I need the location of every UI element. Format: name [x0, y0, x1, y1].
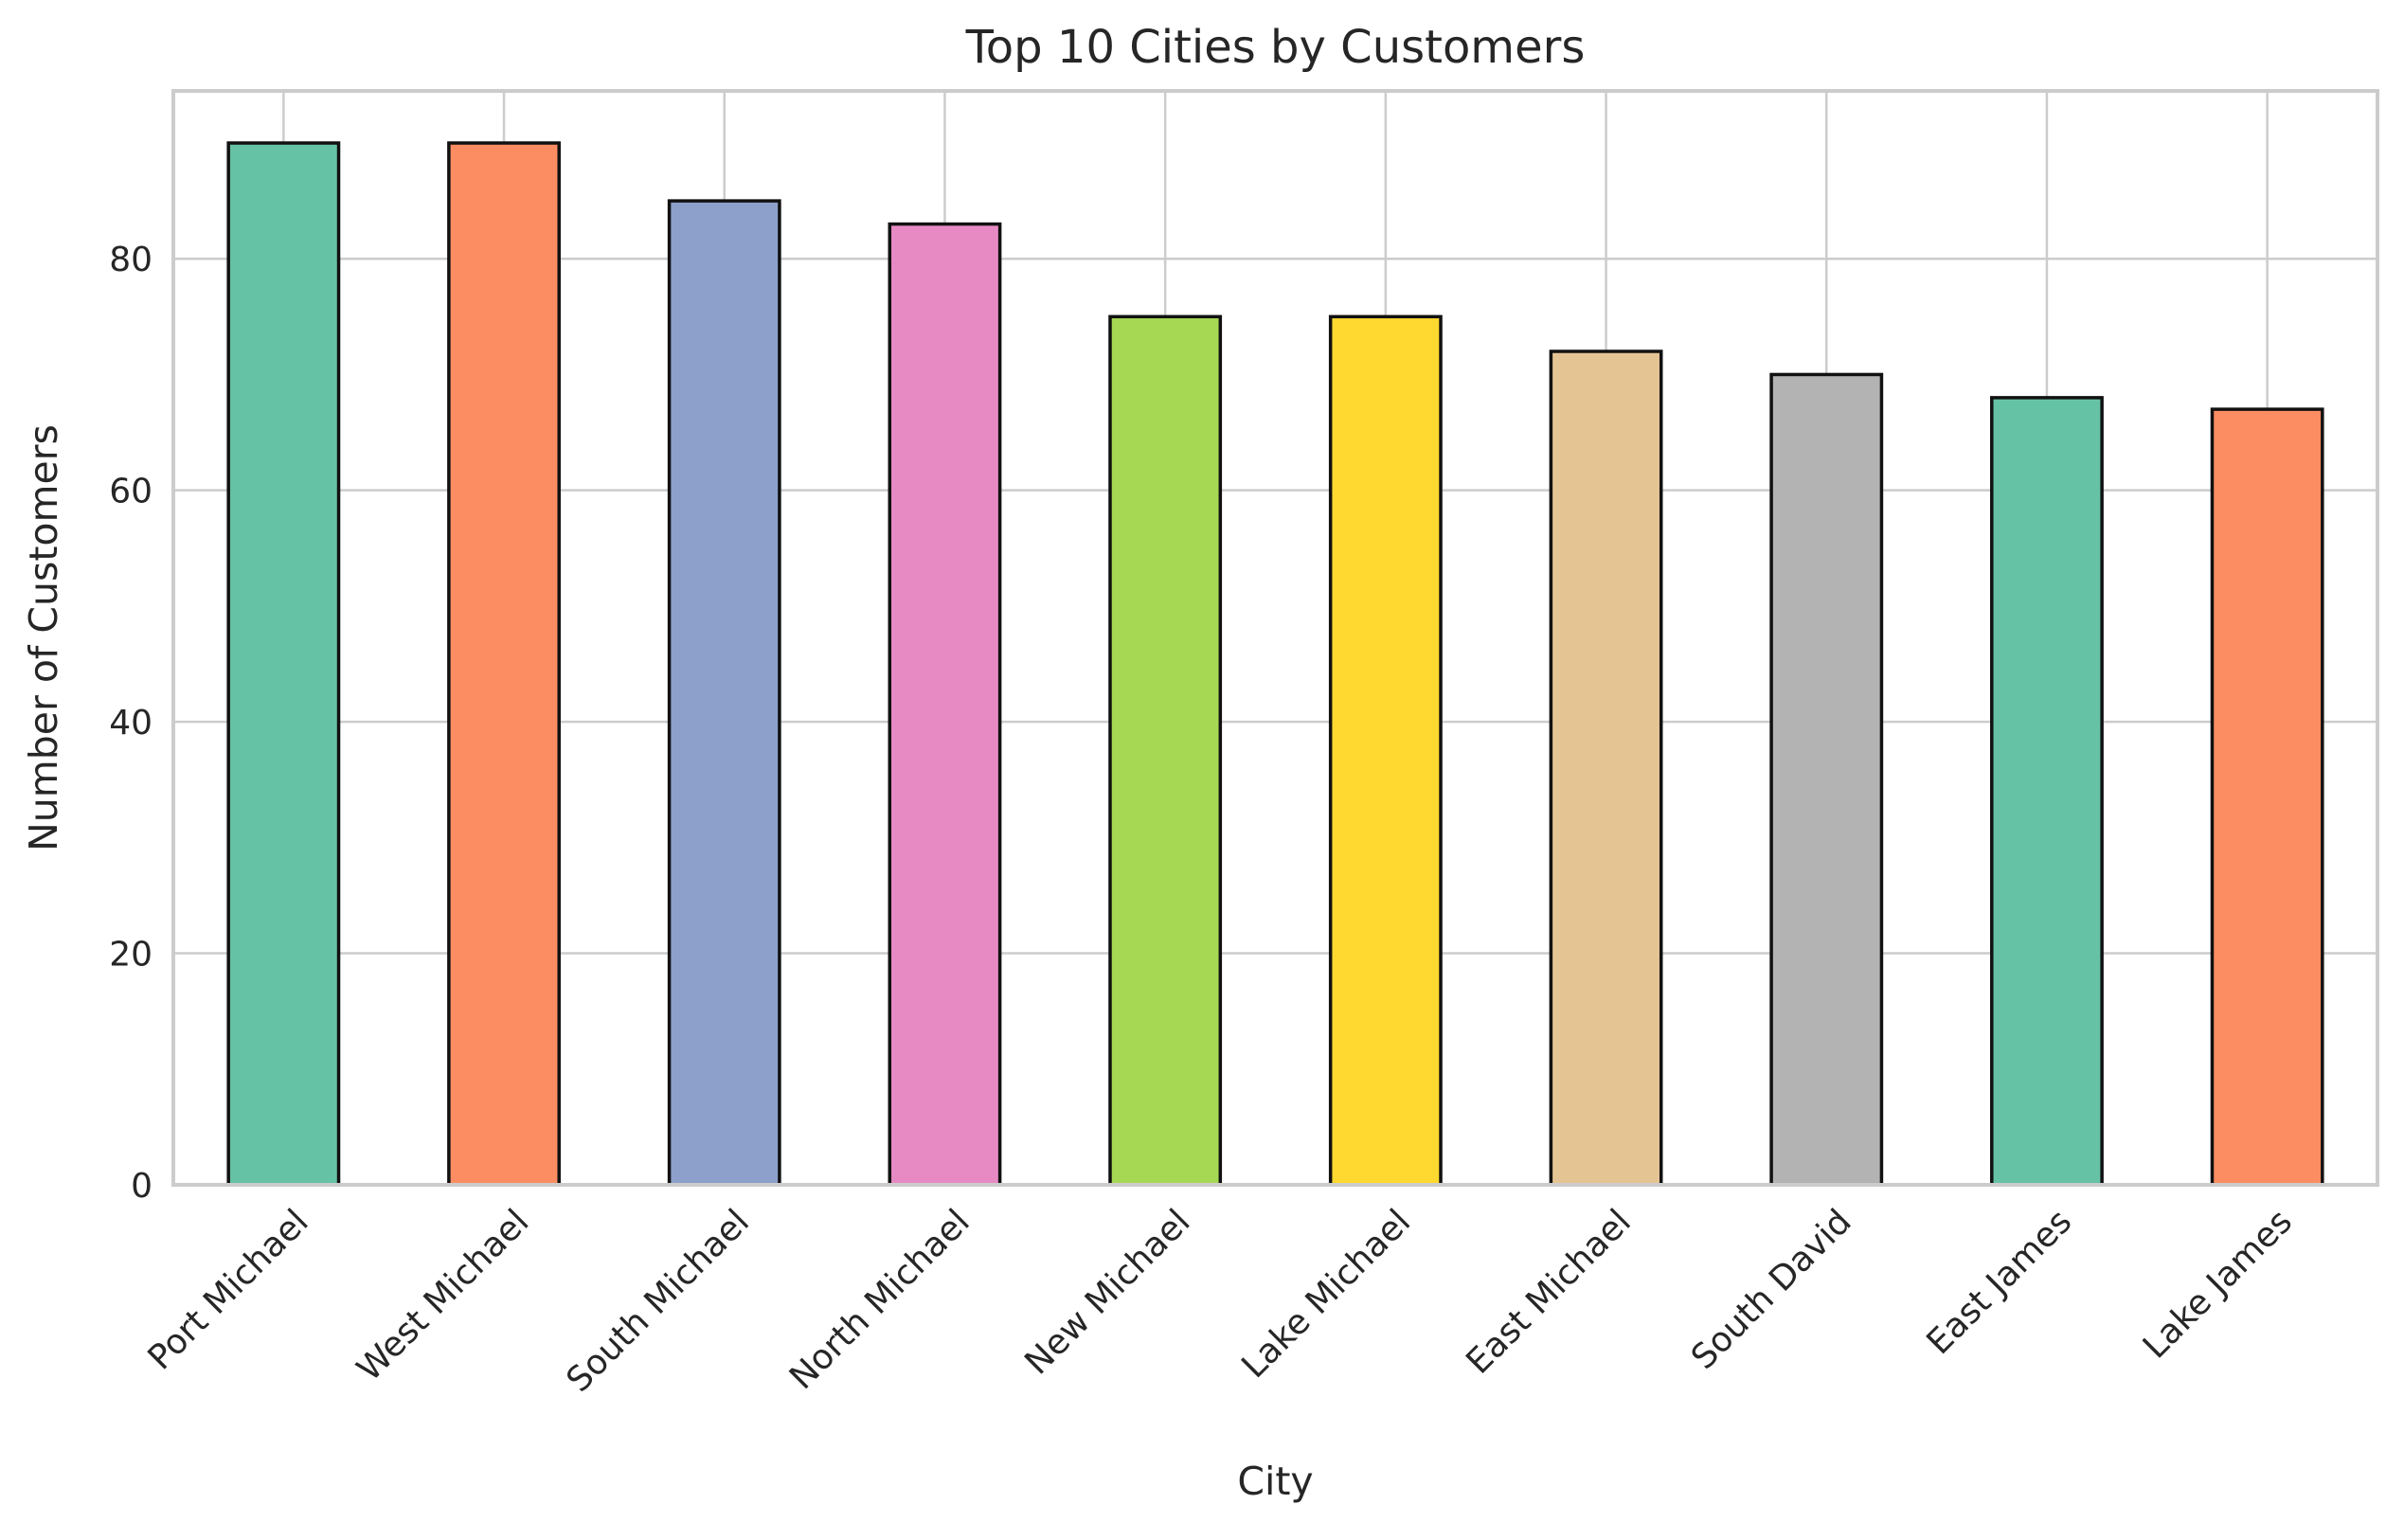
y-tick-label: 0: [131, 1167, 152, 1206]
y-tick-labels: 0 20 40 60 80: [109, 241, 152, 1206]
bar: [1990, 396, 2104, 1187]
x-tick-label: West Michael: [350, 1202, 536, 1388]
plot-frame: [171, 89, 2379, 1187]
y-axis-label: Number of Customers: [21, 424, 66, 851]
bar: [1108, 314, 1223, 1187]
y-tick-label: 60: [109, 473, 152, 511]
x-tick-label: Lake James: [2136, 1202, 2300, 1366]
x-tick-label: South Michael: [560, 1202, 758, 1400]
bar: [1328, 314, 1443, 1187]
x-tick-label: North Michael: [782, 1202, 978, 1397]
x-tick-label: East James: [1919, 1202, 2079, 1362]
bar: [1769, 372, 1884, 1187]
bar: [888, 222, 1002, 1187]
x-tick-label: East Michael: [1459, 1202, 1639, 1382]
bars: [226, 141, 2324, 1187]
bar: [1549, 349, 1663, 1187]
chart-title: Top 10 Cities by Customers: [965, 21, 1586, 74]
x-tick-label: South David: [1684, 1202, 1859, 1377]
bar: [2210, 407, 2324, 1187]
y-tick-label: 40: [109, 704, 152, 743]
x-axis-label: City: [1237, 1459, 1313, 1504]
x-tick-label: New Michael: [1017, 1202, 1197, 1382]
bar: [447, 141, 561, 1187]
bar: [226, 141, 341, 1187]
x-tick-label: Port Michael: [141, 1202, 316, 1377]
bar: [667, 199, 781, 1187]
x-tick-label: Lake Michael: [1234, 1202, 1418, 1386]
y-tick-label: 20: [109, 936, 152, 975]
y-tick-label: 80: [109, 241, 152, 279]
x-tick-labels: Port Michael West Michael South Michael Nor…: [141, 1202, 2300, 1400]
